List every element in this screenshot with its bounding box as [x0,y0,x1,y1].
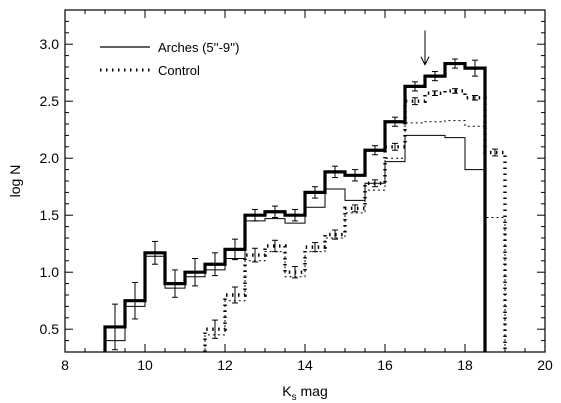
series-2-error-bar [292,266,298,279]
legend: Arches (5''-9'') Control [100,40,239,78]
x-tick-label: 8 [61,357,69,373]
y-tick-label: 3.0 [40,36,60,52]
y-tick-label: 2.0 [40,150,60,166]
series-0-error-bar [112,303,118,351]
series-2-error-bar [492,148,498,157]
series-0-error-bar [172,269,178,298]
y-tick-label: 2.5 [40,93,60,109]
series-0-error-bar [372,145,378,156]
series-0-error-bar [152,240,158,265]
series-2-error-bar [432,90,438,96]
series-1-step-line [104,134,486,352]
series-2-error-bar [412,97,418,106]
x-tick-label: 12 [217,357,233,373]
arrow-annotation [420,30,430,66]
series-0-error-bar [292,209,298,222]
series-0-error-bar [312,186,318,199]
series-0-step-line [103,61,487,352]
series-2-step-line [203,89,507,352]
series-2-error-bar [272,239,278,253]
series-0-error-bar [392,116,398,127]
series-2-error-bar [212,319,218,339]
x-tick-label: 20 [537,357,553,373]
arrow-head [420,56,430,66]
y-tick-label: 0.5 [40,321,60,337]
series-0-error-bar [332,165,338,179]
x-tick-label: 10 [137,357,153,373]
x-tick-label: 18 [457,357,473,373]
y-tick-label: 1.0 [40,264,60,280]
x-tick-label: 14 [297,357,313,373]
x-axis-label-subscript: s [292,392,297,403]
series-0-error-bar [432,71,438,82]
series-0-error-bar [352,169,358,182]
x-axis-label: Ks mag [282,383,327,403]
series-2-error-bar [352,204,358,213]
series-2-error-bar [332,229,338,240]
x-tick-label: 16 [377,357,393,373]
series-0-error-bar [192,258,198,287]
series-2-error-bar [392,142,398,151]
legend-label-control: Control [158,63,200,78]
y-tick-label: 1.5 [40,207,60,223]
y-axis-label: log N [7,165,23,198]
plot-area [103,58,507,352]
series-2-error-bar [452,88,458,94]
series-0-error-bar [472,59,478,77]
series-0-error-bar [212,252,218,277]
x-axis-label-main: K [282,383,292,399]
series-2-error-bar [372,179,378,188]
x-axis-label-suffix: mag [297,383,328,399]
series-2-error-bar [252,247,258,263]
series-3-step-line [204,120,506,352]
axis-ticks [64,9,546,353]
series-0-error-bar [412,81,418,92]
legend-label-arches: Arches (5''-9'') [158,40,239,55]
series-0-error-bar [132,281,138,320]
tick-labels: 8 10 12 14 16 18 20 0.5 1.0 1.5 2.0 2.5 3.0 [40,36,553,373]
series-0-error-bar [232,238,238,261]
series-0-error-bar [272,205,278,218]
series-2-error-bar [472,95,478,101]
series-0-error-bar [452,58,458,69]
